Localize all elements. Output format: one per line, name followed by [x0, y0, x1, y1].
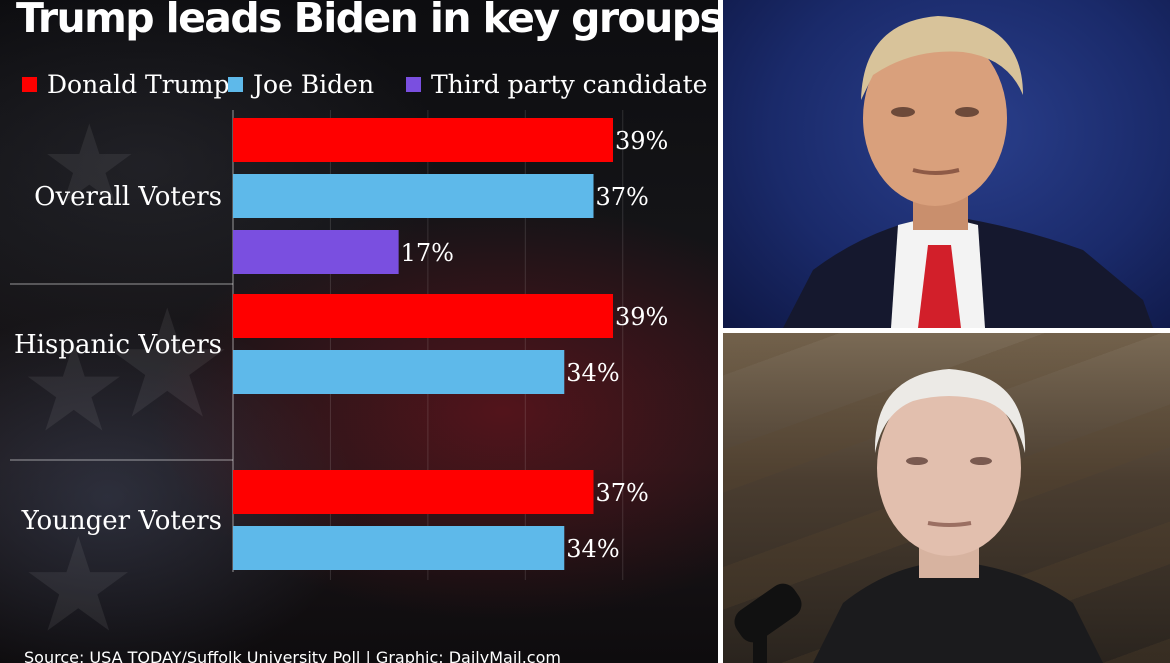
- legend-swatch: [22, 77, 37, 92]
- category-label: Overall Voters: [34, 182, 222, 212]
- data-label: 34%: [566, 359, 619, 387]
- legend-swatch: [406, 77, 421, 92]
- flag-star-icon: ★: [100, 278, 235, 452]
- bar-plot: 39% 37% 17% Overall Voters 39% 34% Hispanic Vo…: [10, 110, 668, 580]
- category-label: Younger Voters: [21, 506, 222, 536]
- legend-item: Donald Trump: [22, 70, 229, 99]
- bar-donald-trump-hispanic-voters: [233, 294, 613, 338]
- data-label: 37%: [596, 479, 649, 507]
- bar-donald-trump-overall-voters: [233, 118, 613, 162]
- source-credit: Source: USA TODAY/Suffolk University Pol…: [24, 648, 561, 663]
- data-label: 17%: [401, 239, 454, 267]
- bar-joe-biden-overall-voters: [233, 174, 594, 218]
- legend-label: Third party candidate: [431, 70, 708, 99]
- flag-star-icon: ★: [40, 101, 139, 229]
- flag-star-icon: ★: [20, 509, 137, 661]
- data-label: 34%: [566, 535, 619, 563]
- data-label: 39%: [615, 303, 668, 331]
- data-label: 37%: [596, 183, 649, 211]
- trump-portrait-illustration: [783, 16, 1153, 328]
- legend-item: Third party candidate: [406, 70, 707, 99]
- data-label: 39%: [615, 127, 668, 155]
- bar-donald-trump-younger-voters: [233, 470, 594, 514]
- flag-star-icon: ★: [20, 320, 128, 459]
- chart-graphic: ★ ★ ★ ★ Trump leads Biden in key groups …: [0, 0, 718, 663]
- biden-portrait-illustration: [734, 369, 1103, 663]
- bar-joe-biden-hispanic-voters: [233, 350, 565, 394]
- category-label: Hispanic Voters: [14, 330, 222, 360]
- chart-title: Trump leads Biden in key groups: [16, 0, 718, 42]
- legend-label: Joe Biden: [253, 70, 375, 99]
- bar-joe-biden-younger-voters: [233, 526, 565, 570]
- biden-photo: [723, 333, 1170, 663]
- legend-label: Donald Trump: [47, 70, 230, 99]
- trump-photo: [723, 0, 1170, 328]
- legend-swatch: [228, 77, 243, 92]
- bar-third-party-candidate-overall-voters: [233, 230, 399, 274]
- legend-item: Joe Biden: [228, 70, 374, 99]
